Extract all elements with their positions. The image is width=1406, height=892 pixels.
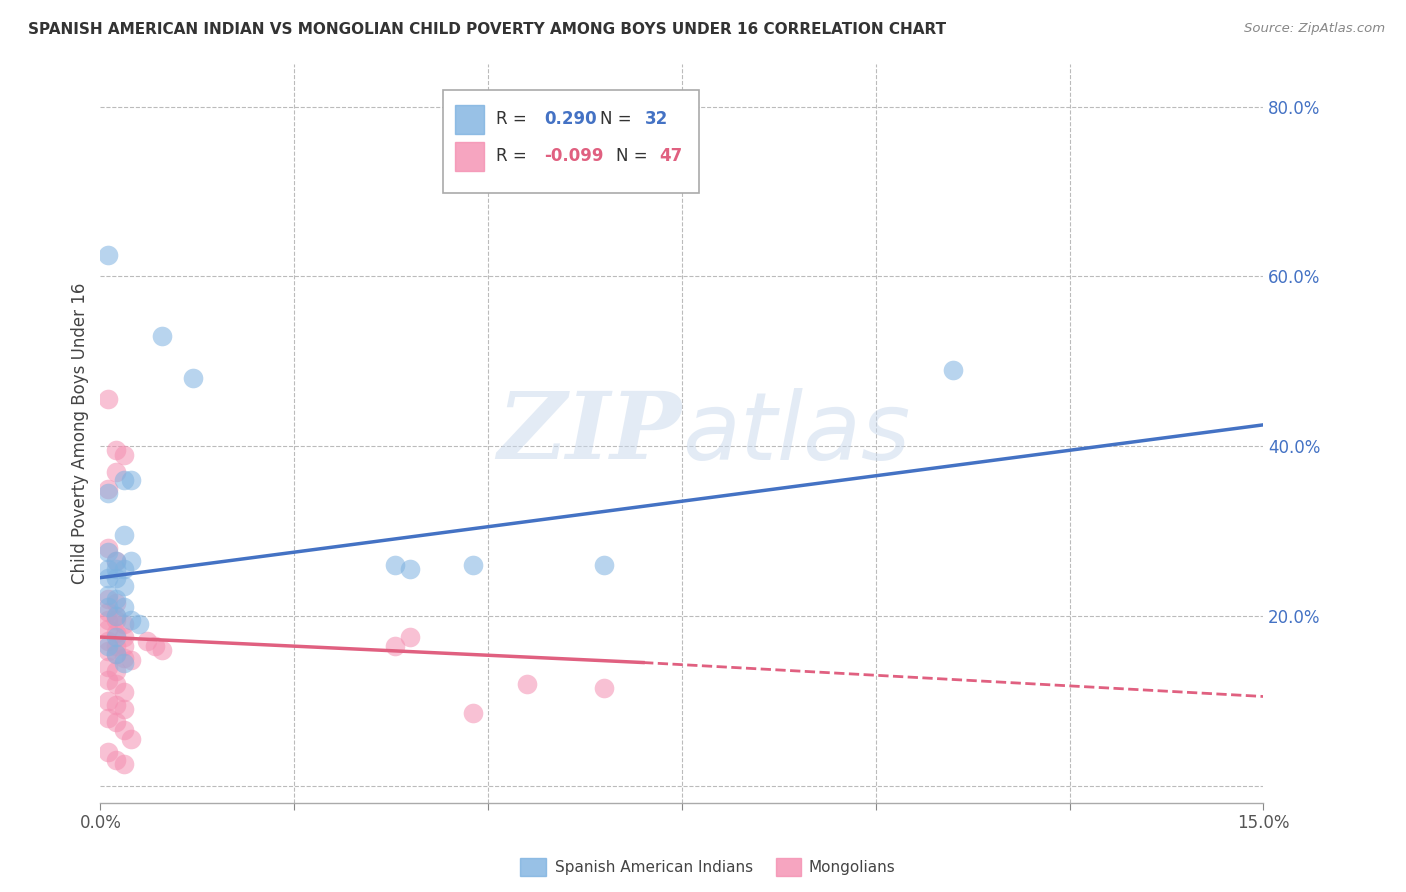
Point — [104, 714, 127, 729]
Point — [97, 639, 120, 653]
Point — [112, 473, 135, 487]
Point — [97, 562, 120, 576]
Bar — [456, 142, 484, 171]
Point — [104, 677, 127, 691]
Text: 32: 32 — [644, 110, 668, 128]
Text: SPANISH AMERICAN INDIAN VS MONGOLIAN CHILD POVERTY AMONG BOYS UNDER 16 CORRELATI: SPANISH AMERICAN INDIAN VS MONGOLIAN CHI… — [28, 22, 946, 37]
Y-axis label: Child Poverty Among Boys Under 16: Child Poverty Among Boys Under 16 — [72, 283, 89, 584]
Text: Source: ZipAtlas.com: Source: ZipAtlas.com — [1244, 22, 1385, 36]
Point — [104, 443, 127, 458]
Text: N =: N = — [600, 110, 637, 128]
Point — [104, 630, 127, 644]
Point — [112, 448, 135, 462]
Point — [384, 558, 406, 572]
Point — [942, 362, 965, 376]
Point — [97, 485, 120, 500]
Point — [104, 554, 127, 568]
Point — [112, 600, 135, 615]
Point — [97, 545, 120, 559]
Point — [135, 634, 157, 648]
Point — [97, 745, 120, 759]
Point — [104, 639, 127, 653]
Point — [112, 651, 135, 665]
Point — [104, 562, 127, 576]
Point — [120, 473, 142, 487]
Point — [143, 639, 166, 653]
Point — [112, 617, 135, 632]
Point — [461, 558, 484, 572]
Point — [112, 757, 135, 772]
Point — [120, 554, 142, 568]
Point — [97, 622, 120, 636]
Point — [112, 723, 135, 738]
Point — [112, 702, 135, 716]
Point — [593, 558, 616, 572]
Point — [104, 465, 127, 479]
Text: R =: R = — [496, 110, 531, 128]
Point — [112, 656, 135, 670]
Point — [104, 625, 127, 640]
Point — [97, 613, 120, 627]
Point — [128, 617, 150, 632]
Point — [104, 753, 127, 767]
Point — [104, 591, 127, 606]
Point — [104, 664, 127, 678]
Bar — [456, 104, 484, 134]
Point — [104, 698, 127, 712]
Text: -0.099: -0.099 — [544, 146, 605, 165]
Point — [97, 694, 120, 708]
Point — [183, 371, 205, 385]
Point — [150, 328, 173, 343]
Text: ZIP: ZIP — [498, 388, 682, 478]
Text: 0.290: 0.290 — [544, 110, 598, 128]
Point — [97, 644, 120, 658]
Point — [97, 571, 120, 585]
Point — [104, 608, 127, 623]
Point — [461, 706, 484, 721]
Text: 47: 47 — [659, 146, 683, 165]
Point — [399, 630, 422, 644]
Point — [97, 248, 120, 262]
Point — [112, 685, 135, 699]
Point — [112, 528, 135, 542]
Point — [97, 660, 120, 674]
Point — [97, 591, 120, 606]
Point — [120, 613, 142, 627]
Point — [150, 642, 173, 657]
Point — [384, 639, 406, 653]
FancyBboxPatch shape — [443, 90, 699, 194]
Point — [97, 711, 120, 725]
Point — [104, 647, 127, 661]
Text: atlas: atlas — [682, 388, 910, 479]
Text: R =: R = — [496, 146, 531, 165]
Point — [104, 613, 127, 627]
Point — [104, 647, 127, 661]
Point — [120, 653, 142, 667]
Point — [112, 630, 135, 644]
Point — [104, 571, 127, 585]
Point — [104, 554, 127, 568]
Point — [97, 600, 120, 615]
Text: N =: N = — [616, 146, 652, 165]
Point — [97, 541, 120, 555]
Point — [97, 673, 120, 687]
Point — [97, 605, 120, 619]
Point — [399, 562, 422, 576]
Point — [97, 588, 120, 602]
Point — [120, 731, 142, 746]
Point — [112, 562, 135, 576]
Point — [104, 608, 127, 623]
Point — [97, 482, 120, 496]
Point — [112, 579, 135, 593]
Text: Mongolians: Mongolians — [808, 860, 896, 874]
Point — [97, 392, 120, 407]
Point — [112, 639, 135, 653]
Point — [593, 681, 616, 695]
Text: Spanish American Indians: Spanish American Indians — [555, 860, 754, 874]
Point — [97, 634, 120, 648]
Point — [104, 596, 127, 610]
Point — [516, 677, 538, 691]
